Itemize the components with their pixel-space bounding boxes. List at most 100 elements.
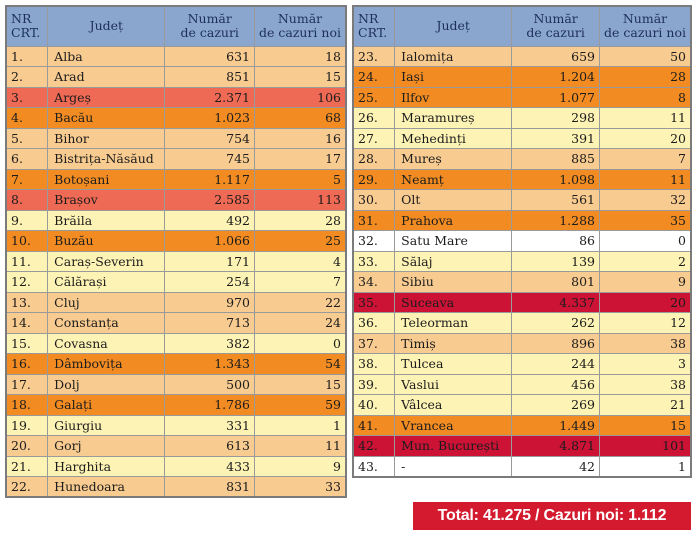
table-row: 24. Iași 1.204 28: [352, 66, 692, 88]
row-cazuri: 754: [164, 127, 255, 149]
row-cazuri-noi: 11: [599, 168, 692, 190]
row-cazuri-noi: 25: [254, 230, 347, 252]
row-cazuri-noi: 22: [254, 291, 347, 313]
row-cazuri: 391: [511, 127, 600, 149]
row-nr: 42.: [352, 435, 396, 457]
row-cazuri-noi: 20: [599, 127, 692, 149]
row-judet: Suceava: [394, 291, 513, 313]
table-row: 26. Maramureș 298 11: [352, 107, 692, 129]
row-cazuri-noi: 28: [254, 209, 347, 231]
row-cazuri-noi: 12: [599, 312, 692, 334]
table-row: 42. Mun. București 4.871 101: [352, 435, 692, 457]
table-row: 5. Bihor 754 16: [5, 127, 347, 149]
row-cazuri: 885: [511, 148, 600, 170]
row-nr: 37.: [352, 332, 396, 354]
row-judet: Dâmbovița: [47, 353, 166, 375]
row-cazuri: 713: [164, 312, 255, 334]
row-nr: 18.: [5, 394, 49, 416]
row-nr: 22.: [5, 476, 49, 498]
table-row: 38. Tulcea 244 3: [352, 353, 692, 375]
row-cazuri-noi: 1: [599, 455, 692, 477]
row-nr: 6.: [5, 148, 49, 170]
row-nr: 41.: [352, 414, 396, 436]
table-row: 4. Bacău 1.023 68: [5, 107, 347, 129]
header-noi: Număr de cazuri noi: [599, 5, 692, 47]
table-row: 14. Constanța 713 24: [5, 312, 347, 334]
row-cazuri: 1.288: [511, 209, 600, 231]
row-cazuri: 1.786: [164, 394, 255, 416]
row-cazuri: 298: [511, 107, 600, 129]
row-judet: Timiș: [394, 332, 513, 354]
row-cazuri-noi: 38: [599, 332, 692, 354]
row-nr: 40.: [352, 394, 396, 416]
row-nr: 3.: [5, 86, 49, 108]
row-cazuri: 1.066: [164, 230, 255, 252]
row-judet: Alba: [47, 45, 166, 67]
row-judet: Brăila: [47, 209, 166, 231]
table-row: 41. Vrancea 1.449 15: [352, 414, 692, 436]
row-cazuri: 4.871: [511, 435, 600, 457]
row-cazuri-noi: 54: [254, 353, 347, 375]
table-row: 15. Covasna 382 0: [5, 332, 347, 354]
row-cazuri: 831: [164, 476, 255, 498]
row-cazuri-noi: 68: [254, 107, 347, 129]
row-cazuri: 262: [511, 312, 600, 334]
row-cazuri-noi: 3: [599, 353, 692, 375]
row-cazuri: 4.337: [511, 291, 600, 313]
row-cazuri-noi: 38: [599, 373, 692, 395]
table-row: 36. Teleorman 262 12: [352, 312, 692, 334]
row-cazuri-noi: 5: [254, 168, 347, 190]
table-row: 17. Dolj 500 15: [5, 373, 347, 395]
row-cazuri: 171: [164, 250, 255, 272]
row-cazuri: 561: [511, 189, 600, 211]
row-judet: Bacău: [47, 107, 166, 129]
row-nr: 36.: [352, 312, 396, 334]
row-nr: 23.: [352, 45, 396, 67]
row-cazuri: 1.449: [511, 414, 600, 436]
table-row: 16. Dâmbovița 1.343 54: [5, 353, 347, 375]
row-nr: 39.: [352, 373, 396, 395]
table-row: 2. Arad 851 15: [5, 66, 347, 88]
table-row: 1. Alba 631 18: [5, 45, 347, 67]
row-cazuri: 659: [511, 45, 600, 67]
row-judet: Mehedinți: [394, 127, 513, 149]
row-judet: Botoșani: [47, 168, 166, 190]
row-nr: 32.: [352, 230, 396, 252]
row-nr: 14.: [5, 312, 49, 334]
row-cazuri-noi: 11: [599, 107, 692, 129]
row-cazuri: 492: [164, 209, 255, 231]
row-cazuri: 745: [164, 148, 255, 170]
row-cazuri-noi: 50: [599, 45, 692, 67]
header-nr: NR CRT.: [352, 5, 396, 47]
row-nr: 34.: [352, 271, 396, 293]
row-cazuri-noi: 9: [599, 271, 692, 293]
table-row: 21. Harghita 433 9: [5, 455, 347, 477]
row-nr: 43.: [352, 455, 396, 477]
cases-table-right: NR CRT. Județ Număr de cazuri Număr de cazu…: [352, 5, 692, 478]
row-cazuri-noi: 2: [599, 250, 692, 272]
table-row: 28. Mureș 885 7: [352, 148, 692, 170]
table-row: 29. Neamț 1.098 11: [352, 168, 692, 190]
row-judet: Ialomița: [394, 45, 513, 67]
table-row: 6. Bistrița-Năsăud 745 17: [5, 148, 347, 170]
row-judet: Covasna: [47, 332, 166, 354]
row-cazuri-noi: 7: [599, 148, 692, 170]
table-row: 13. Cluj 970 22: [5, 291, 347, 313]
row-nr: 33.: [352, 250, 396, 272]
row-judet: Călărași: [47, 271, 166, 293]
table-row: 27. Mehedinți 391 20: [352, 127, 692, 149]
row-cazuri-noi: 7: [254, 271, 347, 293]
row-judet: Buzău: [47, 230, 166, 252]
table-row: 10. Buzău 1.066 25: [5, 230, 347, 252]
row-nr: 2.: [5, 66, 49, 88]
table-row: 11. Caraș-Severin 171 4: [5, 250, 347, 272]
table-row: 9. Brăila 492 28: [5, 209, 347, 231]
row-nr: 11.: [5, 250, 49, 272]
table-row: 23. Ialomița 659 50: [352, 45, 692, 67]
row-nr: 19.: [5, 414, 49, 436]
row-judet: Ilfov: [394, 86, 513, 108]
row-cazuri: 2.371: [164, 86, 255, 108]
row-cazuri: 86: [511, 230, 600, 252]
row-cazuri-noi: 15: [599, 414, 692, 436]
row-cazuri-noi: 59: [254, 394, 347, 416]
